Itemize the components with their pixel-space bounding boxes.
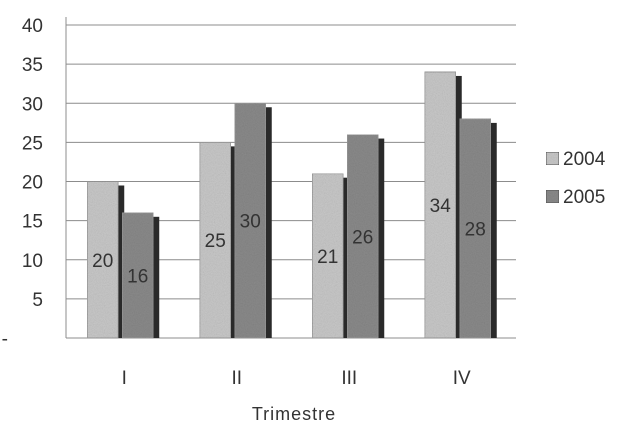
- data-label: 21: [317, 247, 338, 268]
- bars: [86, 71, 497, 339]
- y-tick-label: -: [2, 329, 8, 350]
- x-tick-label: IV: [453, 368, 471, 389]
- x-tick-label: II: [231, 368, 242, 389]
- data-label: 16: [127, 266, 148, 287]
- legend-swatch-2004: [545, 151, 560, 166]
- data-label: 26: [352, 227, 373, 248]
- data-label: 30: [240, 212, 261, 233]
- x-axis-title: Trimestre: [252, 404, 336, 423]
- y-tick-label: 25: [22, 133, 43, 154]
- bar-2004-I: [86, 181, 119, 339]
- y-tick-label: 30: [22, 94, 43, 115]
- data-label: 20: [92, 251, 113, 272]
- data-label: 28: [465, 219, 486, 240]
- legend-label-2004: 2004: [563, 149, 606, 170]
- bar-2005-IV: [459, 118, 492, 339]
- bar-2005-III: [346, 134, 379, 339]
- x-tick-label: I: [122, 368, 127, 389]
- bar-2005-II: [234, 102, 267, 339]
- bar-2004-IV: [424, 71, 457, 339]
- legend: 2004 2005: [545, 149, 606, 208]
- data-label: 25: [205, 231, 226, 252]
- bar-2004-III: [311, 173, 344, 339]
- y-tick-label: 20: [22, 173, 43, 194]
- y-tick-label: 40: [22, 16, 43, 37]
- y-tick-label: 5: [32, 290, 43, 311]
- x-axis: I II III IV: [122, 368, 471, 389]
- y-tick-label: 15: [22, 212, 43, 233]
- legend-swatch-2005: [545, 189, 560, 204]
- data-label: 34: [430, 196, 452, 217]
- y-tick-label: 35: [22, 55, 43, 76]
- legend-label-2005: 2005: [563, 187, 605, 208]
- x-tick-label: III: [341, 368, 357, 389]
- data-labels: 20 16 25 30 21 26 34 28: [92, 196, 486, 287]
- y-tick-label: 10: [22, 251, 43, 272]
- bar-2005-I: [121, 212, 154, 339]
- bar-2004-II: [199, 141, 232, 339]
